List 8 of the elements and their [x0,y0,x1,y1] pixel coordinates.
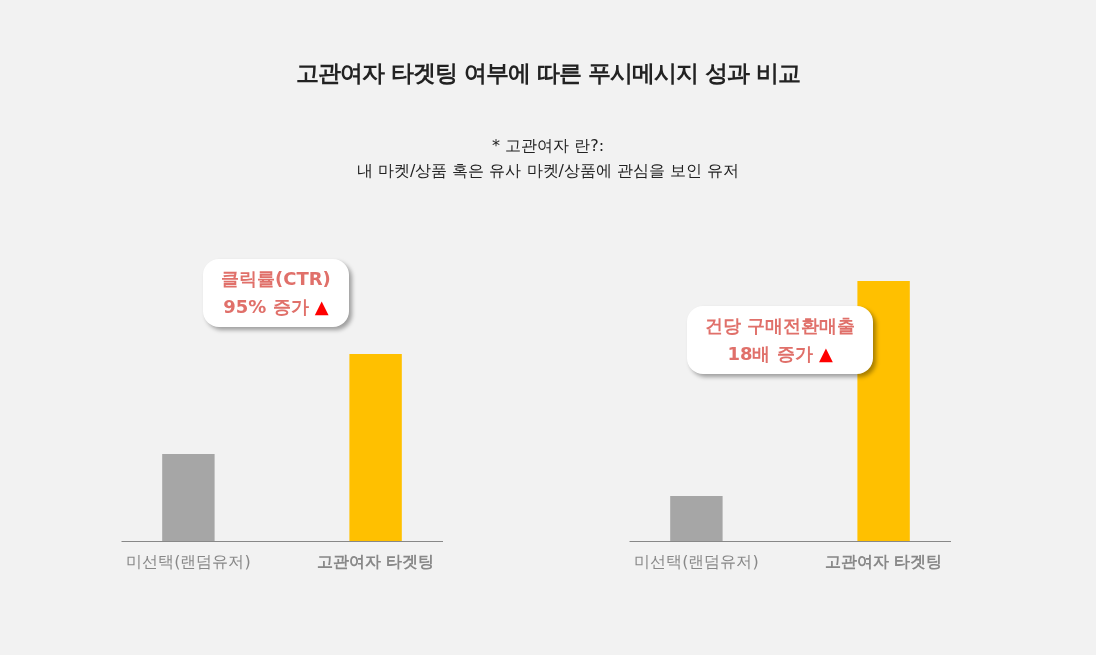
x-tick-label: 미선택(랜덤유저) [634,551,759,571]
speech-bubble: 클릭률(CTR) 95% 증가 ▲ [203,259,349,327]
x-tick-label: 고관여자 타겟팅 [824,551,943,571]
text: * 고관여자 란?: 내 마켓/상품 혹은 유사 마켓/상품에 관심을 보인 유저 [355,135,741,182]
text: 고관여자 타겟팅 여부에 따른 푸시메시지 성과 비교 [294,59,801,88]
x-tick-label: 고관여자 타겟팅 [316,551,435,571]
x-tick-label: 미선택(랜덤유저) [126,551,251,571]
speech-bubble: 건당 구매전환매출 18배 증가 ▲ [687,306,874,374]
